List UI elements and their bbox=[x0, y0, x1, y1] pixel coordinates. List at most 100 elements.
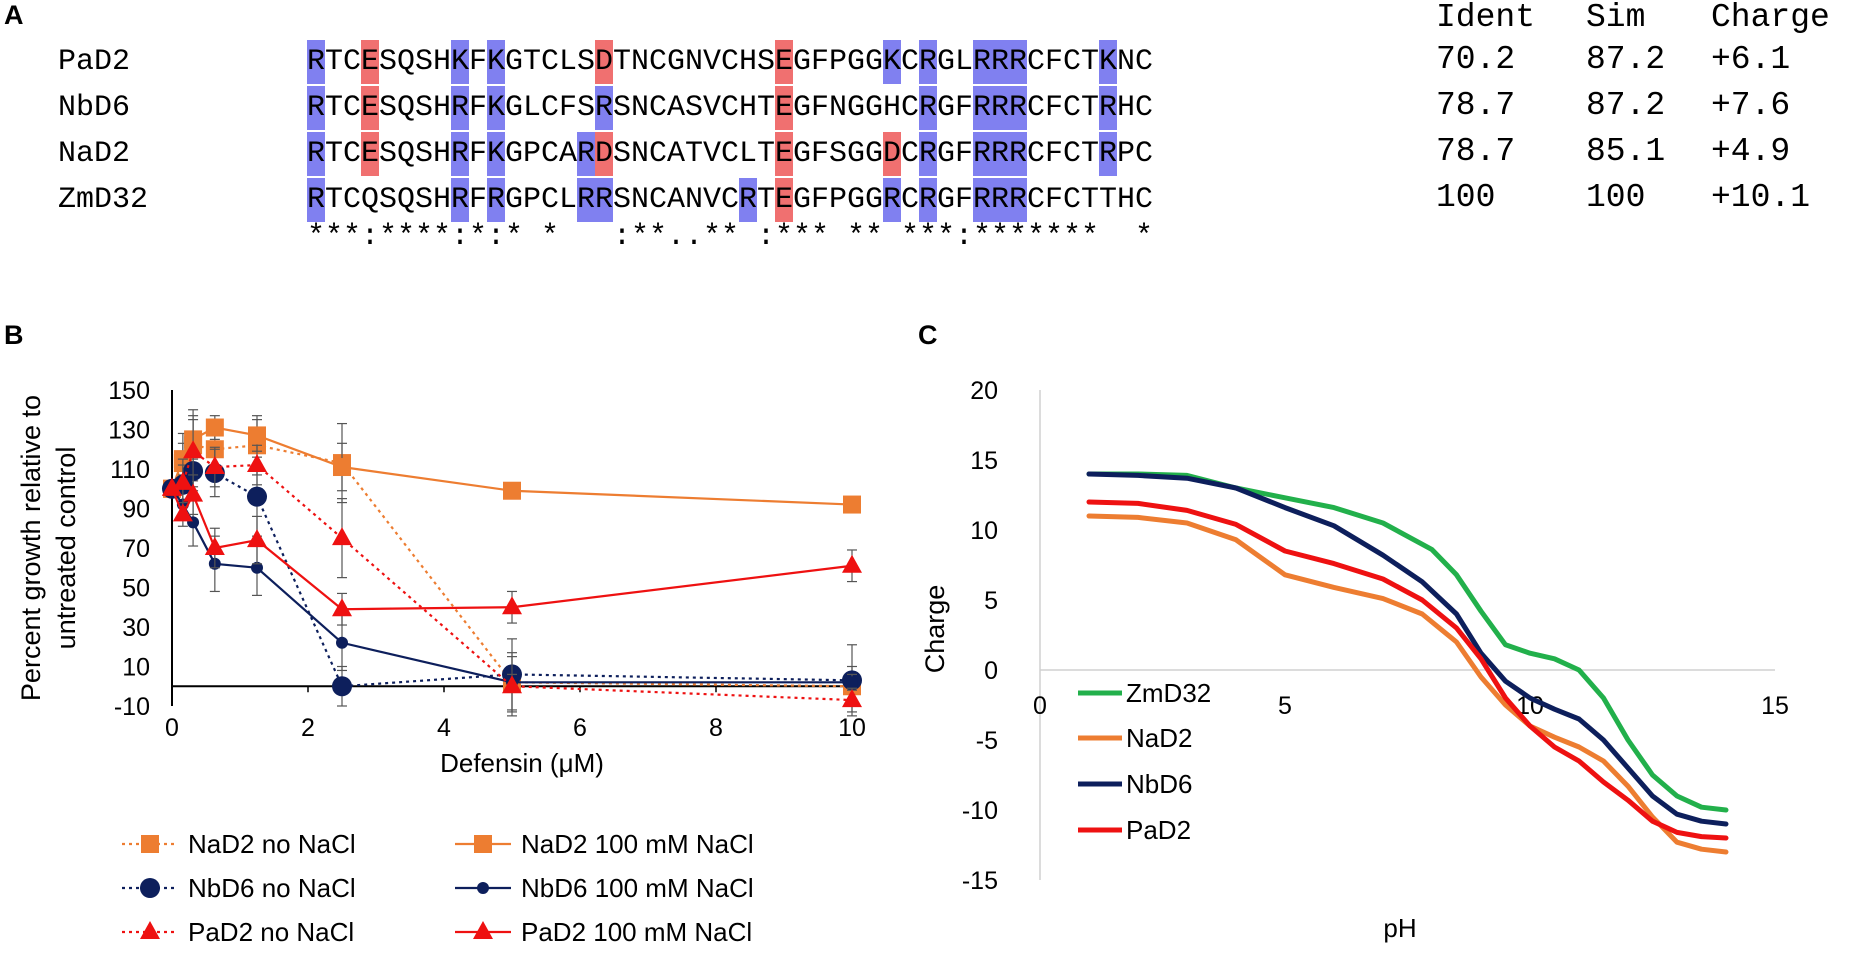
legend-label: NaD2 no NaCl bbox=[188, 829, 356, 859]
ident-value: 78.7 bbox=[1436, 87, 1516, 124]
residue: H bbox=[1117, 91, 1136, 125]
sim-value: 100 bbox=[1586, 179, 1646, 216]
residue: L bbox=[559, 45, 578, 79]
residue: T bbox=[757, 183, 776, 217]
residue: E bbox=[361, 86, 379, 130]
residue: R bbox=[739, 178, 757, 222]
residue: C bbox=[343, 183, 362, 217]
consensus-symbol: . bbox=[667, 220, 686, 254]
data-point bbox=[172, 471, 193, 490]
residue: R bbox=[991, 86, 1009, 130]
y-tick-label: 30 bbox=[122, 614, 150, 642]
panel-label-b: B bbox=[4, 320, 24, 350]
residue: N bbox=[631, 45, 650, 79]
residue: F bbox=[811, 137, 830, 171]
residue: K bbox=[487, 86, 505, 130]
series-line bbox=[1086, 471, 1729, 827]
residue: V bbox=[703, 183, 722, 217]
consensus-symbol bbox=[1099, 222, 1117, 252]
x-tick-label: 0 bbox=[165, 714, 179, 742]
consensus-symbol: * bbox=[775, 220, 794, 254]
consensus-symbol bbox=[883, 222, 901, 252]
residue: C bbox=[901, 45, 920, 79]
residue: H bbox=[433, 183, 452, 217]
residue: E bbox=[775, 40, 793, 84]
residue: R bbox=[451, 132, 469, 176]
y-tick-label: 15 bbox=[970, 447, 998, 475]
residue: R bbox=[307, 178, 325, 222]
residue: H bbox=[739, 91, 758, 125]
residue: C bbox=[721, 137, 740, 171]
y-tick-label: 70 bbox=[122, 535, 150, 563]
residue: R bbox=[973, 132, 991, 176]
residue: F bbox=[955, 183, 974, 217]
residue: H bbox=[883, 91, 902, 125]
series-pad2-100-mm-nacl bbox=[162, 474, 862, 626]
residue: D bbox=[595, 40, 613, 84]
charge-value: +6.1 bbox=[1711, 41, 1791, 78]
consensus-symbol: * bbox=[397, 220, 416, 254]
residue: N bbox=[1117, 45, 1136, 79]
residue: V bbox=[703, 91, 722, 125]
residue: T bbox=[685, 137, 704, 171]
residue: R bbox=[307, 86, 325, 130]
residue: S bbox=[685, 91, 704, 125]
consensus-symbol: * bbox=[649, 220, 668, 254]
sequence: RTCQSQSHRFRGPCLRRSNCANVCRTEGFPGGRCRGFRRR… bbox=[307, 178, 1153, 222]
residue: F bbox=[811, 45, 830, 79]
residue: H bbox=[433, 45, 452, 79]
legend-label: NaD2 100 mM NaCl bbox=[521, 829, 754, 859]
sim-header: Sim bbox=[1586, 0, 1646, 36]
residue: D bbox=[595, 132, 613, 176]
consensus-symbol: . bbox=[685, 220, 704, 254]
ident-value: 100 bbox=[1436, 179, 1496, 216]
consensus-symbol: * bbox=[307, 220, 326, 254]
y-tick-label: 10 bbox=[122, 654, 150, 682]
residue: T bbox=[1081, 91, 1100, 125]
residue: L bbox=[523, 91, 542, 125]
residue: R bbox=[595, 178, 613, 222]
legend-label: NbD6 100 mM NaCl bbox=[521, 873, 754, 903]
data-point bbox=[251, 561, 263, 574]
data-point bbox=[473, 921, 493, 939]
y-tick-label: -15 bbox=[962, 867, 998, 895]
residue: T bbox=[325, 45, 344, 79]
consensus-symbol: * bbox=[325, 220, 344, 254]
x-tick-label: 8 bbox=[709, 714, 723, 742]
y-axis-label: Charge bbox=[920, 585, 950, 674]
residue: F bbox=[559, 91, 578, 125]
y-tick-label: 0 bbox=[984, 657, 998, 685]
residue: V bbox=[703, 137, 722, 171]
residue: S bbox=[415, 137, 434, 171]
residue: R bbox=[973, 40, 991, 84]
data-point bbox=[474, 835, 492, 853]
y-tick-label: 110 bbox=[110, 456, 150, 484]
residue: G bbox=[793, 137, 812, 171]
residue: Q bbox=[361, 183, 380, 217]
data-point bbox=[332, 527, 352, 546]
data-point bbox=[502, 675, 522, 694]
residue: C bbox=[1063, 91, 1082, 125]
y-tick-label: 50 bbox=[122, 575, 150, 603]
residue: R bbox=[991, 178, 1009, 222]
data-point bbox=[332, 676, 352, 697]
consensus-symbol: : bbox=[361, 220, 380, 254]
data-point bbox=[846, 676, 858, 689]
series-line bbox=[171, 449, 853, 702]
residue: K bbox=[883, 40, 901, 84]
legend-label: NaD2 bbox=[1126, 723, 1192, 753]
residue: C bbox=[1135, 45, 1154, 79]
residue: C bbox=[901, 91, 920, 125]
ident-header: Ident bbox=[1436, 0, 1536, 36]
residue: S bbox=[613, 91, 632, 125]
residue: K bbox=[451, 40, 469, 84]
consensus-symbol: * bbox=[937, 220, 956, 254]
residue: R bbox=[1099, 132, 1117, 176]
residue: F bbox=[469, 183, 488, 217]
residue: F bbox=[469, 137, 488, 171]
alignment-panel: Ident Sim Charge PaD2 RTCESQSHKFKGTCLSDTN… bbox=[0, 0, 1850, 260]
consensus-symbol bbox=[1117, 222, 1135, 252]
residue: F bbox=[955, 137, 974, 171]
residue: C bbox=[721, 91, 740, 125]
residue: C bbox=[541, 91, 560, 125]
